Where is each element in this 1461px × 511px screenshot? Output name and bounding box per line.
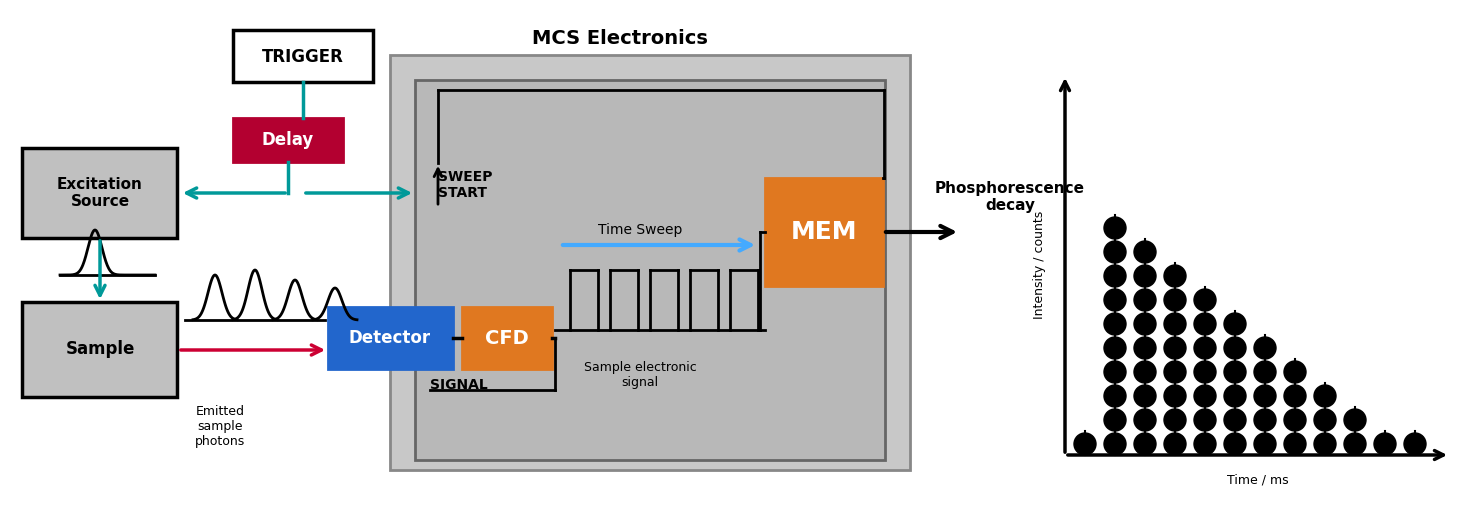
Bar xyxy=(415,80,885,460)
Circle shape xyxy=(1164,433,1186,455)
Text: SWEEP
START: SWEEP START xyxy=(438,170,492,200)
Circle shape xyxy=(1224,361,1246,383)
Circle shape xyxy=(1134,409,1156,431)
Circle shape xyxy=(1105,217,1126,239)
Circle shape xyxy=(1164,313,1186,335)
Circle shape xyxy=(1164,337,1186,359)
Circle shape xyxy=(1344,409,1366,431)
Circle shape xyxy=(1105,433,1126,455)
Circle shape xyxy=(1194,409,1216,431)
Bar xyxy=(22,302,177,397)
Circle shape xyxy=(1254,337,1275,359)
Bar xyxy=(766,178,882,286)
Circle shape xyxy=(1105,313,1126,335)
Text: Time / ms: Time / ms xyxy=(1227,474,1289,486)
Circle shape xyxy=(1134,361,1156,383)
Circle shape xyxy=(1194,313,1216,335)
Circle shape xyxy=(1134,313,1156,335)
Circle shape xyxy=(1164,385,1186,407)
Text: CFD: CFD xyxy=(485,329,529,347)
Circle shape xyxy=(1105,289,1126,311)
Bar xyxy=(232,118,343,162)
Text: Detector: Detector xyxy=(349,329,431,347)
Bar xyxy=(390,55,910,470)
Circle shape xyxy=(1134,385,1156,407)
Bar xyxy=(462,307,552,369)
Circle shape xyxy=(1224,385,1246,407)
Circle shape xyxy=(1134,433,1156,455)
Circle shape xyxy=(1105,265,1126,287)
Circle shape xyxy=(1254,361,1275,383)
Circle shape xyxy=(1134,241,1156,263)
Circle shape xyxy=(1254,409,1275,431)
Text: Phosphorescence
decay: Phosphorescence decay xyxy=(935,181,1086,213)
Circle shape xyxy=(1224,433,1246,455)
Text: Intensity / counts: Intensity / counts xyxy=(1033,211,1046,319)
Circle shape xyxy=(1164,289,1186,311)
Circle shape xyxy=(1344,433,1366,455)
Text: Sample: Sample xyxy=(66,340,134,358)
Circle shape xyxy=(1105,241,1126,263)
Text: MCS Electronics: MCS Electronics xyxy=(532,29,709,48)
Circle shape xyxy=(1194,385,1216,407)
Circle shape xyxy=(1224,313,1246,335)
Circle shape xyxy=(1313,409,1335,431)
Circle shape xyxy=(1194,361,1216,383)
Bar xyxy=(232,30,373,82)
Text: SIGNAL: SIGNAL xyxy=(430,378,488,392)
Text: MEM: MEM xyxy=(790,220,858,244)
Text: Delay: Delay xyxy=(262,131,314,149)
Circle shape xyxy=(1194,433,1216,455)
Circle shape xyxy=(1284,361,1306,383)
Circle shape xyxy=(1105,361,1126,383)
Circle shape xyxy=(1313,433,1335,455)
Circle shape xyxy=(1134,265,1156,287)
Text: Excitation
Source: Excitation Source xyxy=(57,177,143,209)
Circle shape xyxy=(1105,409,1126,431)
Circle shape xyxy=(1194,289,1216,311)
Circle shape xyxy=(1224,409,1246,431)
Circle shape xyxy=(1105,337,1126,359)
Circle shape xyxy=(1134,289,1156,311)
Bar xyxy=(22,148,177,238)
Circle shape xyxy=(1284,385,1306,407)
Circle shape xyxy=(1164,265,1186,287)
Circle shape xyxy=(1134,337,1156,359)
Circle shape xyxy=(1313,385,1335,407)
Circle shape xyxy=(1254,433,1275,455)
Circle shape xyxy=(1164,361,1186,383)
Circle shape xyxy=(1194,337,1216,359)
Text: Time Sweep: Time Sweep xyxy=(598,223,682,237)
Text: TRIGGER: TRIGGER xyxy=(262,48,343,66)
Circle shape xyxy=(1074,433,1096,455)
Circle shape xyxy=(1373,433,1397,455)
Circle shape xyxy=(1284,433,1306,455)
Circle shape xyxy=(1164,409,1186,431)
Text: Emitted
sample
photons: Emitted sample photons xyxy=(194,405,245,448)
Circle shape xyxy=(1284,409,1306,431)
Circle shape xyxy=(1105,385,1126,407)
Text: Sample electronic
signal: Sample electronic signal xyxy=(583,361,697,389)
Circle shape xyxy=(1224,337,1246,359)
Circle shape xyxy=(1254,385,1275,407)
Bar xyxy=(329,307,453,369)
Circle shape xyxy=(1404,433,1426,455)
